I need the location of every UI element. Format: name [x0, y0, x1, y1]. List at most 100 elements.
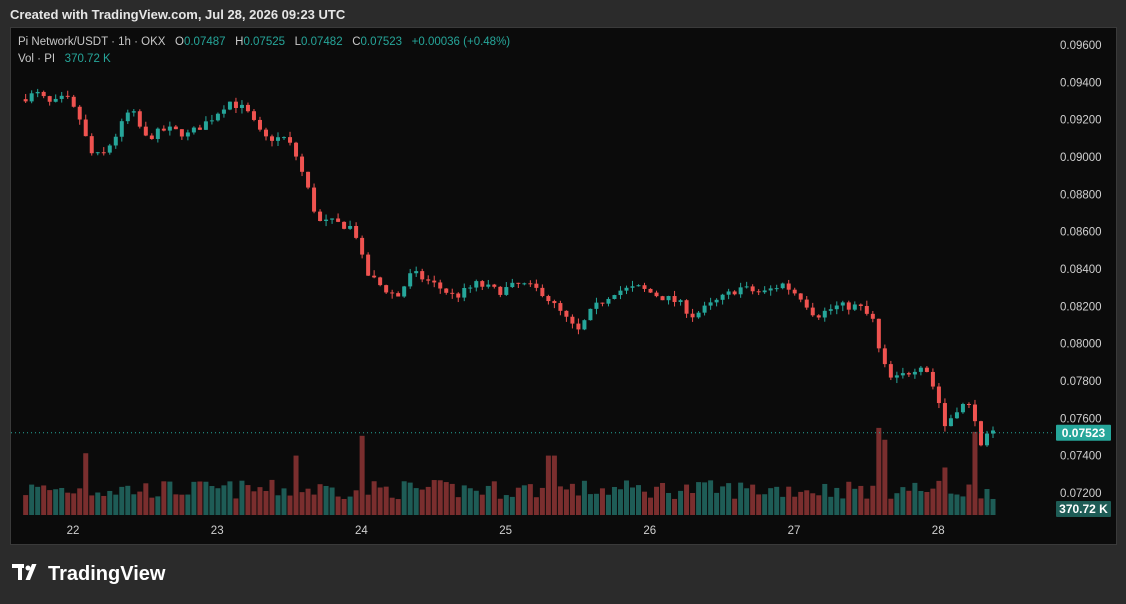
volume-legend: Vol · PI 370.72 K [18, 53, 111, 65]
volume-bar [503, 495, 509, 515]
volume-bar [53, 489, 59, 515]
candle-body [684, 300, 689, 314]
volume-bar [696, 482, 702, 515]
chart-frame[interactable] [10, 27, 1117, 545]
volume-bar [377, 487, 383, 515]
volume-bar [41, 485, 47, 515]
volume-label: Vol · PI [18, 53, 56, 65]
candle-body [936, 386, 941, 404]
open-label: O [175, 36, 184, 48]
volume-bar [672, 498, 678, 515]
volume-bar [551, 455, 557, 515]
volume-bar [227, 481, 233, 515]
volume-bar [191, 481, 197, 515]
volume-bar [762, 494, 768, 515]
volume-bar [756, 494, 762, 515]
candle-body [918, 367, 923, 372]
volume-bar [323, 485, 329, 515]
candle-body [444, 288, 449, 293]
volume-bar [972, 431, 978, 515]
candle-body [414, 271, 419, 274]
candle-body [390, 292, 395, 294]
time-axis: 22 23 24 25 26 27 28 [67, 525, 945, 537]
tradingview-logo-text: TradingView [48, 563, 166, 585]
candle-body [630, 286, 635, 288]
candle-body [263, 129, 268, 137]
volume-bar [197, 481, 203, 515]
high-label: H [235, 36, 244, 48]
volume-bar [35, 486, 41, 515]
volume-bar [654, 486, 660, 515]
volume-bar [113, 494, 119, 515]
candle-body [750, 286, 755, 292]
candle-body [342, 221, 347, 229]
volume-bar [960, 496, 966, 515]
candle-body [534, 283, 539, 288]
volume-bar [720, 486, 726, 515]
candle-body [324, 219, 329, 221]
volume-bar [365, 494, 371, 515]
candle-body [762, 290, 767, 293]
candle-body [570, 316, 575, 324]
candle-body [161, 128, 166, 131]
volume-bar [780, 496, 786, 515]
candle-body [864, 306, 869, 314]
candle-body [516, 282, 521, 284]
volume-bar [311, 494, 317, 515]
candle-body [960, 403, 965, 413]
candle-body [173, 126, 178, 130]
price-tick-label: 0.08400 [1060, 264, 1102, 276]
volume-bar [317, 484, 323, 515]
candle-body [426, 279, 431, 281]
last-volume-label: 370.72 K [1059, 502, 1108, 516]
candle-body [636, 285, 641, 287]
volume-bar [834, 487, 840, 515]
volume-bar [852, 488, 858, 515]
volume-bar [876, 427, 882, 515]
volume-bar [858, 485, 864, 515]
volume-bar [966, 484, 972, 515]
candle-body [41, 91, 46, 97]
volume-bar [485, 485, 491, 515]
candle-body [288, 137, 293, 143]
candle-body [840, 302, 845, 306]
candle-body [143, 126, 148, 136]
candle-body [744, 286, 749, 288]
volume-bar [95, 492, 101, 515]
change-value: +0.00036 (+0.48%) [411, 36, 511, 48]
volume-bar [161, 481, 167, 515]
volume-bar [828, 496, 834, 515]
price-tick-label: 0.09400 [1060, 77, 1102, 89]
volume-bar [786, 486, 792, 515]
candle-body [738, 287, 743, 295]
volume-bar [77, 488, 83, 515]
volume-bar [912, 482, 918, 515]
candle-body [89, 136, 94, 154]
candle-body [606, 298, 611, 304]
time-tick-label: 28 [932, 525, 945, 537]
tradingview-logo[interactable]: TradingView [12, 563, 165, 586]
candle-body [540, 287, 545, 297]
volume-bar [167, 481, 173, 515]
price-tick-label: 0.07400 [1060, 451, 1102, 463]
candle-body [179, 129, 184, 137]
candle-body [978, 421, 983, 446]
volume-bar [71, 493, 77, 515]
candle-body [954, 412, 959, 419]
candle-body [666, 296, 671, 301]
candle-body [372, 275, 377, 278]
candle-body [948, 418, 953, 427]
candle-body [990, 430, 995, 434]
price-axis: 0.09600 0.09400 0.09200 0.09000 0.08800 0.086… [1060, 40, 1102, 500]
candle-body [612, 295, 617, 299]
watermark-text: Created with TradingView.com, Jul 28, 20… [10, 7, 346, 22]
candle-body [83, 119, 88, 137]
price-tick-label: 0.08200 [1060, 301, 1102, 313]
candle-body [282, 137, 287, 139]
price-tick-label: 0.08800 [1060, 189, 1102, 201]
symbol-label: Pi Network/USDT · 1h · OKX [18, 36, 166, 48]
candle-body [576, 323, 581, 330]
candle-body [582, 320, 587, 330]
candle-body [420, 271, 425, 280]
